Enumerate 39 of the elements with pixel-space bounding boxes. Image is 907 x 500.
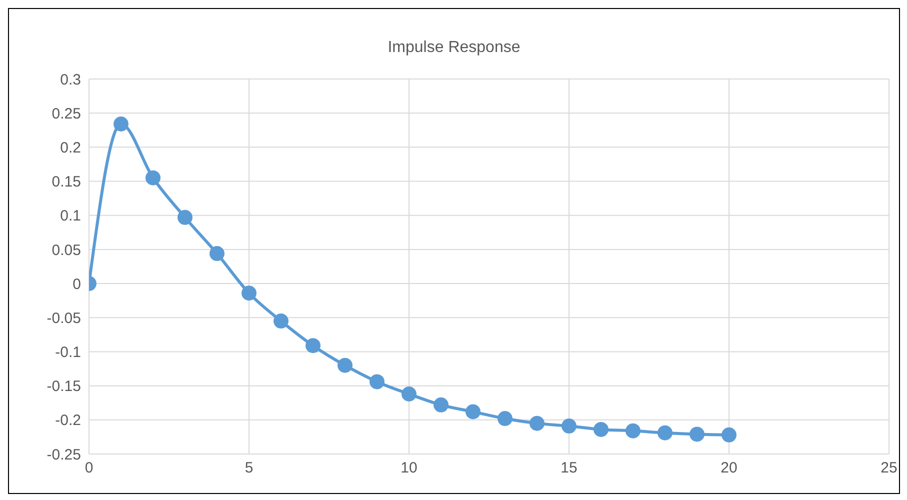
point — [530, 416, 544, 431]
point — [722, 427, 736, 442]
x-tick-label: 15 — [560, 460, 578, 477]
y-tick-label: 0.2 — [60, 140, 81, 157]
x-tick-label: 20 — [720, 460, 738, 477]
point — [402, 386, 416, 402]
point — [370, 374, 384, 390]
point — [210, 246, 224, 262]
y-tick-label: 0.15 — [52, 174, 81, 191]
x-tick-label: 0 — [84, 460, 94, 477]
x-tick-label: 10 — [400, 460, 418, 477]
y-tick-label: -0.25 — [46, 446, 81, 464]
point — [178, 210, 192, 225]
point — [338, 358, 352, 373]
point — [146, 170, 160, 186]
x-tick-label: 25 — [880, 460, 898, 477]
point — [690, 426, 704, 442]
chart-title: Impulse Response — [386, 38, 522, 58]
point — [242, 286, 256, 301]
point — [658, 425, 672, 440]
y-tick-label: 0.05 — [52, 242, 81, 259]
y-tick-label: -0.15 — [46, 378, 81, 396]
y-tick-label: 0 — [72, 276, 81, 293]
point — [434, 397, 448, 412]
point — [498, 411, 512, 426]
x-tick-label: 5 — [244, 460, 254, 477]
point — [626, 423, 640, 438]
y-tick-label: -0.1 — [55, 344, 81, 362]
y-tick-label: 0.3 — [60, 71, 81, 88]
point — [274, 314, 288, 329]
y-tick-label: -0.2 — [55, 412, 81, 430]
y-tick-label: -0.05 — [46, 310, 81, 327]
point — [114, 116, 128, 132]
point — [466, 404, 480, 420]
y-tick-label: 0.1 — [60, 208, 81, 225]
point — [562, 418, 576, 434]
point — [594, 422, 608, 437]
point — [306, 338, 320, 354]
y-tick-label: 0.25 — [52, 105, 81, 122]
